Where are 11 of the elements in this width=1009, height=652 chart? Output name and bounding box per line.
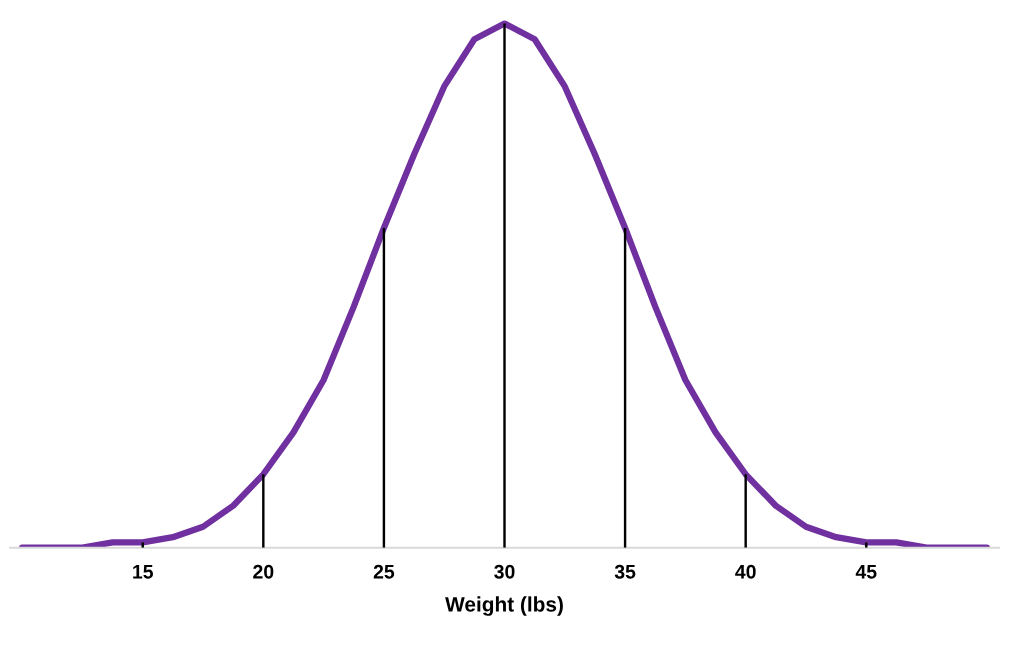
x-tick-label: 35 <box>614 564 636 579</box>
x-tick-label: 40 <box>735 564 756 579</box>
bar <box>503 23 506 548</box>
x-tick-label: 25 <box>373 564 395 579</box>
x-tick-label: 20 <box>253 564 274 579</box>
bar <box>744 474 747 548</box>
x-tick-label: 30 <box>494 564 515 579</box>
x-tick-label: 45 <box>855 565 877 579</box>
x-tick-label: 15 <box>133 565 154 579</box>
bar <box>262 474 265 548</box>
x-axis-title: Weight (lbs) <box>445 596 563 616</box>
